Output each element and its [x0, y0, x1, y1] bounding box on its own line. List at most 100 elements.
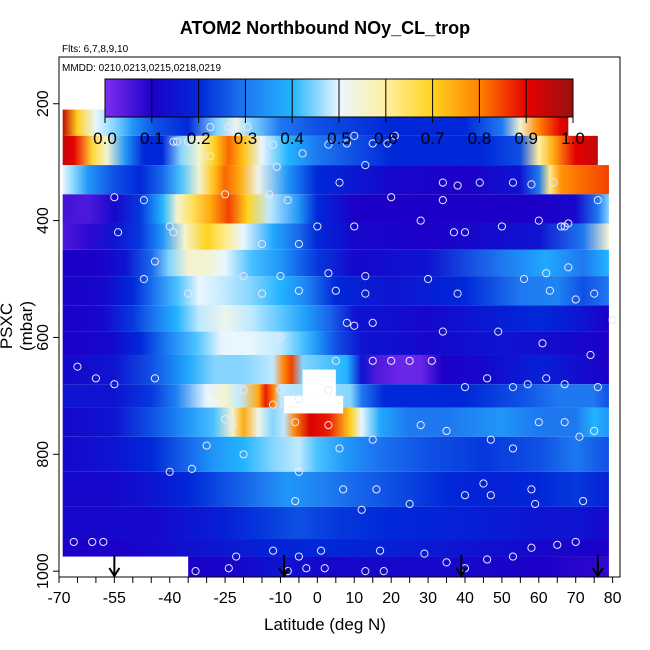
x-axis-label: Latitude (deg N) — [264, 615, 386, 634]
observation-point — [298, 149, 307, 158]
x-tick-label: 10 — [345, 590, 363, 607]
observation-point — [335, 444, 344, 453]
observation-point — [497, 222, 506, 231]
observation-point — [206, 123, 215, 132]
observation-point — [217, 339, 226, 348]
observation-point — [483, 555, 492, 564]
observation-point — [232, 552, 241, 561]
observation-point — [475, 178, 484, 187]
observation-point — [387, 356, 396, 365]
flight-arrow-head — [108, 567, 121, 578]
observation-point — [556, 222, 566, 231]
heatmap-gap — [284, 395, 344, 414]
x-tick-label: -25 — [214, 590, 237, 607]
observation-point — [361, 272, 370, 281]
observation-point — [542, 269, 551, 278]
observation-point — [527, 543, 536, 552]
observation-point — [173, 137, 182, 146]
observation-point — [350, 321, 359, 330]
x-tick-label: 0 — [313, 590, 322, 607]
observation-point — [268, 546, 278, 555]
observation-point — [427, 356, 436, 365]
colorbar-tick-label: 0.0 — [93, 129, 117, 148]
observation-point — [165, 467, 174, 476]
observation-point — [187, 464, 196, 474]
heatmap-band — [62, 331, 609, 355]
observation-point — [453, 289, 462, 298]
observation-point — [590, 289, 599, 298]
observation-point — [508, 383, 518, 392]
observation-point — [508, 444, 518, 453]
observation-point — [350, 222, 359, 231]
observation-point — [361, 160, 370, 170]
y-tick-label: 400 — [35, 207, 52, 234]
x-tick-label: 50 — [493, 590, 511, 607]
observation-point — [553, 540, 562, 549]
observation-point — [239, 450, 248, 459]
observation-point — [608, 315, 617, 325]
observation-point — [423, 274, 433, 284]
observation-point — [438, 327, 447, 336]
x-tick-label: -70 — [47, 590, 70, 607]
observation-point — [442, 426, 451, 436]
x-tick-label: 80 — [604, 590, 622, 607]
observation-point — [460, 228, 470, 237]
observation-point — [571, 537, 580, 547]
flights-note: Flts: 6,7,8,9,10 — [62, 44, 129, 55]
observation-point — [331, 286, 340, 295]
observation-point — [542, 374, 551, 383]
observation-point — [324, 420, 333, 430]
colorbar-tick-label: 0.8 — [468, 129, 492, 148]
dates-note: MMDD: 0210,0213,0215,0218,0219 — [62, 63, 222, 74]
heatmap-band — [62, 276, 609, 306]
observation-point — [368, 318, 377, 327]
observation-point — [387, 193, 396, 202]
observation-point — [209, 385, 219, 395]
observation-point — [291, 496, 300, 506]
observation-point — [590, 426, 599, 436]
heatmap-band — [62, 223, 609, 250]
observation-point — [150, 374, 160, 383]
observation-point — [531, 499, 540, 509]
observation-point — [453, 181, 462, 190]
observation-point — [350, 131, 359, 140]
chart-title: ATOM2 Northbound NOy_CL_trop — [179, 18, 471, 38]
observation-point — [375, 546, 385, 555]
observation-point — [534, 418, 543, 427]
observation-point — [265, 190, 274, 199]
observation-point — [545, 286, 554, 295]
y-tick-label: 600 — [35, 324, 52, 351]
heatmap-band — [62, 135, 598, 166]
observation-point — [99, 537, 108, 547]
observation-point — [165, 222, 174, 231]
observation-point — [460, 491, 470, 500]
observation-point — [302, 564, 311, 573]
observation-point — [519, 274, 529, 284]
observation-point — [184, 289, 193, 298]
observation-point — [139, 196, 148, 205]
heatmap-band — [62, 305, 609, 332]
observation-point — [239, 385, 248, 395]
observation-point — [438, 196, 447, 205]
observation-point — [449, 228, 459, 237]
observation-point — [91, 374, 101, 383]
x-tick-label: 20 — [382, 590, 400, 607]
observation-point — [243, 123, 252, 132]
heatmap-gap — [302, 369, 336, 396]
heatmap-band — [62, 249, 609, 277]
observation-point — [460, 383, 470, 392]
observation-point — [368, 356, 377, 365]
x-tick-label: -40 — [158, 590, 181, 607]
observation-point — [549, 178, 558, 187]
observation-point — [220, 415, 230, 424]
observation-point — [357, 505, 366, 514]
heatmap-band — [62, 165, 609, 195]
heatmap-band — [62, 436, 609, 472]
observation-point — [564, 263, 573, 272]
observation-point — [390, 131, 399, 140]
observation-point — [294, 552, 304, 561]
observation-point — [88, 537, 97, 547]
observation-point — [523, 380, 532, 389]
observation-point — [534, 216, 543, 225]
